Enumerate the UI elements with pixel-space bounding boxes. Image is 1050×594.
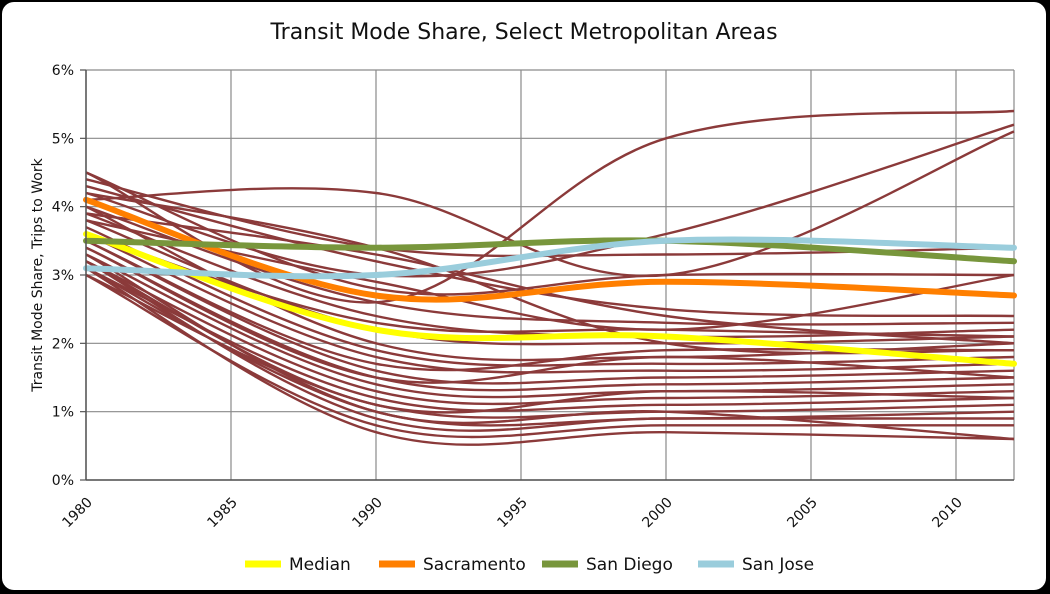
legend-label: San Diego — [586, 555, 673, 575]
metro-area-line — [85, 246, 1015, 384]
metro-area-line — [85, 260, 1015, 414]
metro-area-line — [85, 246, 1015, 392]
y-tick-label: 2% — [52, 336, 74, 352]
metro-area-line — [85, 226, 1015, 367]
legend-label: Sacramento — [423, 555, 526, 575]
metro-area-line — [85, 205, 1015, 326]
series-line-san-diego — [83, 237, 1017, 265]
metro-area-line — [85, 253, 1015, 399]
series-line-san-jose — [83, 236, 1017, 280]
series-line-sacramento — [83, 196, 1017, 303]
y-tick-label: 5% — [52, 131, 74, 147]
x-tick-label: 1985 — [204, 495, 241, 532]
metro-area-line — [85, 123, 1015, 278]
metro-area-line — [85, 267, 1015, 446]
series-line-median — [83, 231, 1017, 367]
metro-area-line — [85, 130, 1015, 278]
y-tick-label: 4% — [52, 200, 74, 216]
x-tick-label: 1990 — [349, 495, 386, 532]
y-tick-label: 3% — [52, 268, 74, 284]
y-axis-label: Transit Mode Share, Trips to Work — [30, 157, 46, 392]
metro-area-line — [85, 260, 1014, 432]
legend-label: San Jose — [742, 555, 814, 575]
x-tick-label: 1995 — [494, 495, 531, 532]
chart-title: Transit Mode Share, Select Metropolitan … — [270, 20, 778, 45]
x-tick-label: 2000 — [639, 495, 676, 532]
x-tick-label: 2005 — [784, 495, 821, 532]
y-tick-label: 1% — [52, 405, 74, 421]
metro-area-line — [85, 239, 1015, 385]
x-tick-label: 2010 — [929, 495, 966, 532]
y-tick-label: 6% — [52, 63, 74, 79]
legend-label: Median — [289, 555, 351, 575]
metro-area-line — [85, 212, 1015, 345]
metro-area-line — [85, 273, 1014, 439]
y-tick-label: 0% — [52, 473, 74, 489]
x-tick-label: 1980 — [59, 495, 96, 532]
